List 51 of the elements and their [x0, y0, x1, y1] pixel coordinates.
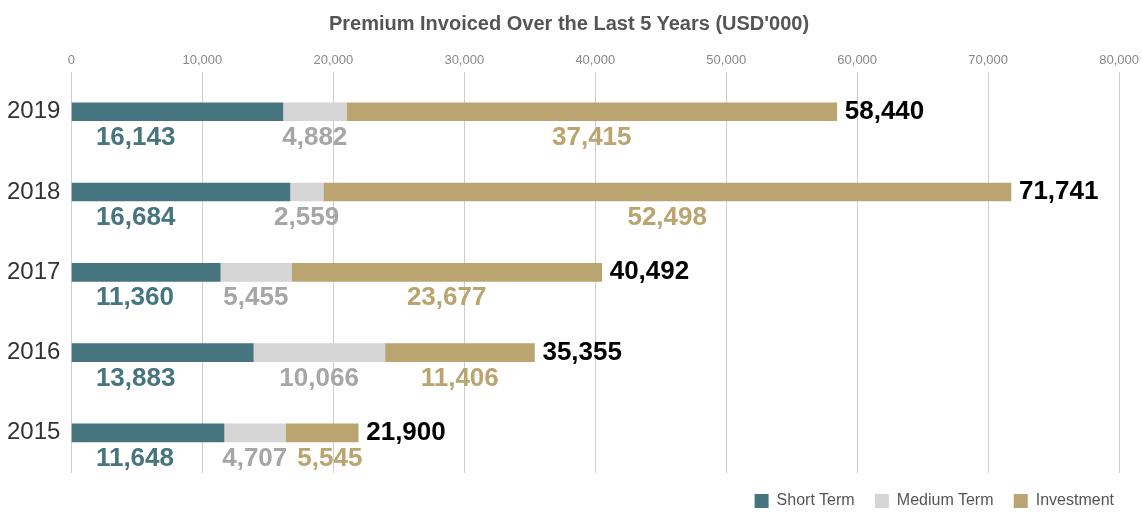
bar	[223, 423, 286, 443]
data-label: 10,066	[279, 361, 359, 392]
data-label: 13,883	[95, 361, 176, 392]
x-tick-label: 20,000	[313, 52, 354, 68]
data-label: 2,559	[274, 201, 340, 232]
data-label: 11,648	[95, 442, 174, 473]
bar	[289, 182, 324, 202]
total-label: 58,440	[844, 94, 925, 125]
total-label: 21,900	[366, 416, 446, 447]
data-label: 4,882	[282, 120, 348, 151]
y-tick-label: 2015	[7, 417, 61, 445]
data-label: 4,707	[222, 442, 288, 473]
bar	[71, 102, 284, 122]
data-label: 5,545	[297, 442, 363, 473]
bar	[323, 182, 1012, 202]
total-label: 71,741	[1018, 175, 1099, 206]
x-tick-label: 60,000	[837, 52, 878, 68]
x-tick-label: 30,000	[444, 52, 485, 68]
x-tick-label: 0	[67, 52, 76, 68]
x-tick-label: 80,000	[1099, 52, 1139, 68]
bar	[71, 262, 221, 282]
bar	[71, 423, 225, 443]
bar	[71, 343, 254, 362]
bar	[71, 182, 291, 202]
data-label: 16,143	[95, 120, 176, 151]
y-tick-label: 2016	[7, 337, 61, 365]
total-label: 35,355	[542, 335, 622, 366]
x-tick-label: 40,000	[575, 52, 616, 68]
data-label: 11,360	[95, 281, 174, 312]
y-tick-label: 2018	[7, 176, 61, 204]
data-label: 52,498	[627, 201, 707, 232]
data-label: 37,415	[551, 120, 632, 151]
data-label: 16,684	[95, 201, 176, 232]
x-tick-label: 50,000	[706, 52, 747, 68]
y-tick-label: 2017	[7, 256, 61, 284]
chart-title: Premium Invoiced Over the Last 5 Years (USD'000)	[328, 11, 810, 34]
bar	[346, 102, 838, 122]
x-tick-label: 10,000	[182, 52, 223, 68]
bar	[291, 262, 603, 282]
data-label: 5,455	[223, 281, 289, 312]
bar	[384, 343, 535, 362]
data-label: 23,677	[406, 281, 487, 312]
legend-label: Short Term	[776, 491, 855, 509]
x-tick-label: 70,000	[968, 52, 1009, 68]
legend-label: Investment	[1035, 491, 1115, 509]
bar	[219, 262, 292, 282]
legend-label: Medium Term	[896, 491, 994, 509]
y-tick-label: 2019	[7, 96, 61, 124]
total-label: 40,492	[609, 255, 690, 286]
bar	[285, 423, 359, 443]
data-label: 11,406	[420, 361, 499, 392]
